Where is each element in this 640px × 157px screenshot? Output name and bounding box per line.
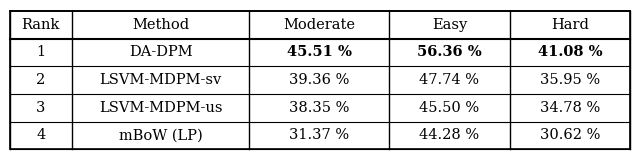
Text: mBoW (LP): mBoW (LP)	[119, 128, 203, 142]
Text: 31.37 %: 31.37 %	[289, 128, 349, 142]
Text: 34.78 %: 34.78 %	[540, 101, 600, 115]
Text: 30.62 %: 30.62 %	[540, 128, 600, 142]
Text: Rank: Rank	[22, 18, 60, 32]
Text: 3: 3	[36, 101, 45, 115]
Text: 41.08 %: 41.08 %	[538, 45, 602, 60]
Text: Moderate: Moderate	[284, 18, 355, 32]
Text: 45.50 %: 45.50 %	[419, 101, 479, 115]
Text: 44.28 %: 44.28 %	[419, 128, 479, 142]
Text: 2: 2	[36, 73, 45, 87]
Text: Hard: Hard	[551, 18, 589, 32]
Text: 1: 1	[36, 45, 45, 60]
Text: 39.36 %: 39.36 %	[289, 73, 349, 87]
Text: 35.95 %: 35.95 %	[540, 73, 600, 87]
Text: 47.74 %: 47.74 %	[419, 73, 479, 87]
Text: LSVM-MDPM-sv: LSVM-MDPM-sv	[100, 73, 222, 87]
Text: DA-DPM: DA-DPM	[129, 45, 193, 60]
Text: LSVM-MDPM-us: LSVM-MDPM-us	[99, 101, 223, 115]
Text: 4: 4	[36, 128, 45, 142]
Bar	[10, 11, 630, 149]
Text: Easy: Easy	[432, 18, 467, 32]
Text: 38.35 %: 38.35 %	[289, 101, 349, 115]
Text: 56.36 %: 56.36 %	[417, 45, 482, 60]
Text: 45.51 %: 45.51 %	[287, 45, 352, 60]
Text: Method: Method	[132, 18, 189, 32]
